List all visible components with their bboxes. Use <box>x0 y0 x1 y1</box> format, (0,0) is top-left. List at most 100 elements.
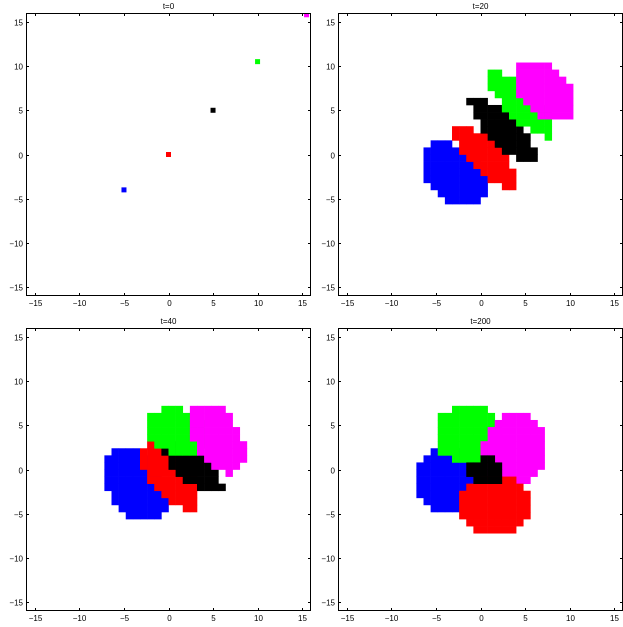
region-cell <box>211 476 219 484</box>
region-cell <box>218 419 226 428</box>
region-cell <box>444 175 453 184</box>
region-cell <box>537 62 545 70</box>
region-cell <box>501 154 510 162</box>
region-cell <box>473 175 481 184</box>
region-cell <box>182 448 191 456</box>
panel-title: t=20 <box>473 2 489 11</box>
region-cell <box>487 112 496 120</box>
region-cell <box>211 455 219 463</box>
region-cell <box>444 427 453 435</box>
region-cell <box>423 175 431 184</box>
region-cell <box>423 147 431 155</box>
region-cell <box>523 419 531 428</box>
panel-3: −15 −10 −5 0 5 10 15 −15 −10 −5 0 5 10 15 t=200 <box>321 317 623 623</box>
panel-title: t=200 <box>470 317 491 326</box>
region-cell <box>182 476 191 484</box>
region-cell <box>523 147 531 155</box>
region-cell <box>473 455 481 463</box>
region-cell <box>147 504 155 513</box>
region-cell <box>444 196 453 205</box>
x-tick-label: 10 <box>566 299 575 308</box>
axes-box <box>26 13 311 296</box>
region-cell <box>423 462 431 470</box>
region-cell <box>452 434 460 442</box>
region-cell <box>125 469 134 477</box>
region-cell <box>132 511 141 520</box>
x-tick-label: −5 <box>120 614 130 623</box>
x-tick-label: 0 <box>479 614 484 623</box>
region-cell <box>530 69 538 78</box>
region-cell <box>452 189 460 198</box>
region-cell <box>204 469 212 477</box>
region-cell <box>118 476 127 484</box>
region-cell <box>161 427 169 435</box>
region-cell <box>154 412 162 421</box>
x-tick-label: −10 <box>385 299 399 308</box>
region-cell <box>544 104 553 113</box>
region-cell <box>530 112 538 120</box>
region-cell <box>473 140 481 148</box>
region-cell <box>466 175 474 184</box>
region-cell <box>218 434 226 442</box>
region-cell <box>437 427 446 435</box>
region-cell <box>537 434 545 442</box>
region-cell <box>444 469 453 477</box>
region-cell <box>437 175 446 184</box>
cluster-region <box>459 476 531 534</box>
region-cell <box>516 434 524 442</box>
x-tick-label: 10 <box>254 614 263 623</box>
region-cell <box>444 147 453 155</box>
region-cell <box>501 83 510 92</box>
region-cell <box>551 112 560 120</box>
region-cell <box>459 476 467 484</box>
region-cell <box>487 126 496 134</box>
region-cell <box>544 76 553 85</box>
region-cell <box>437 147 446 155</box>
cluster-region <box>466 455 503 484</box>
region-cell <box>480 97 488 106</box>
region-cell <box>516 126 524 134</box>
region-cell <box>487 76 496 85</box>
region-cell <box>239 455 248 463</box>
region-cell <box>523 76 531 85</box>
region-cell <box>487 476 496 484</box>
region-cell <box>509 147 517 155</box>
region-cell <box>501 419 510 428</box>
region-cell <box>480 504 488 513</box>
region-cell <box>430 154 439 162</box>
region-cell <box>182 483 191 492</box>
region-cell <box>473 462 481 470</box>
region-cell <box>501 133 510 141</box>
region-cell <box>523 511 531 520</box>
region-cell <box>501 434 510 442</box>
region-cell <box>544 112 553 120</box>
region-cell <box>480 434 488 442</box>
region-cell <box>225 412 233 421</box>
region-cell <box>132 497 141 506</box>
x-tick-label: −15 <box>29 299 43 308</box>
region-cell <box>537 97 545 106</box>
region-cell <box>459 168 467 177</box>
region-cell <box>452 448 460 456</box>
region-cell <box>516 412 524 421</box>
region-cell <box>473 104 481 113</box>
region-cell <box>501 519 510 527</box>
x-tick-label: 0 <box>167 614 172 623</box>
region-cell <box>444 182 453 191</box>
x-tick-label: 15 <box>298 299 307 308</box>
region-cell <box>473 112 481 120</box>
y-tick-label: −10 <box>9 240 23 249</box>
region-cell <box>501 90 510 99</box>
region-cell <box>452 175 460 184</box>
region-cell <box>487 519 496 527</box>
region-cell <box>544 119 553 127</box>
region-cell <box>437 490 446 499</box>
region-cell <box>523 69 531 78</box>
region-cell <box>473 189 481 198</box>
region-cell <box>501 427 510 435</box>
region-cell <box>189 455 198 463</box>
region-cell <box>523 83 531 92</box>
region-cell <box>494 69 503 78</box>
region-cell <box>501 76 510 85</box>
region-cell <box>189 490 198 499</box>
